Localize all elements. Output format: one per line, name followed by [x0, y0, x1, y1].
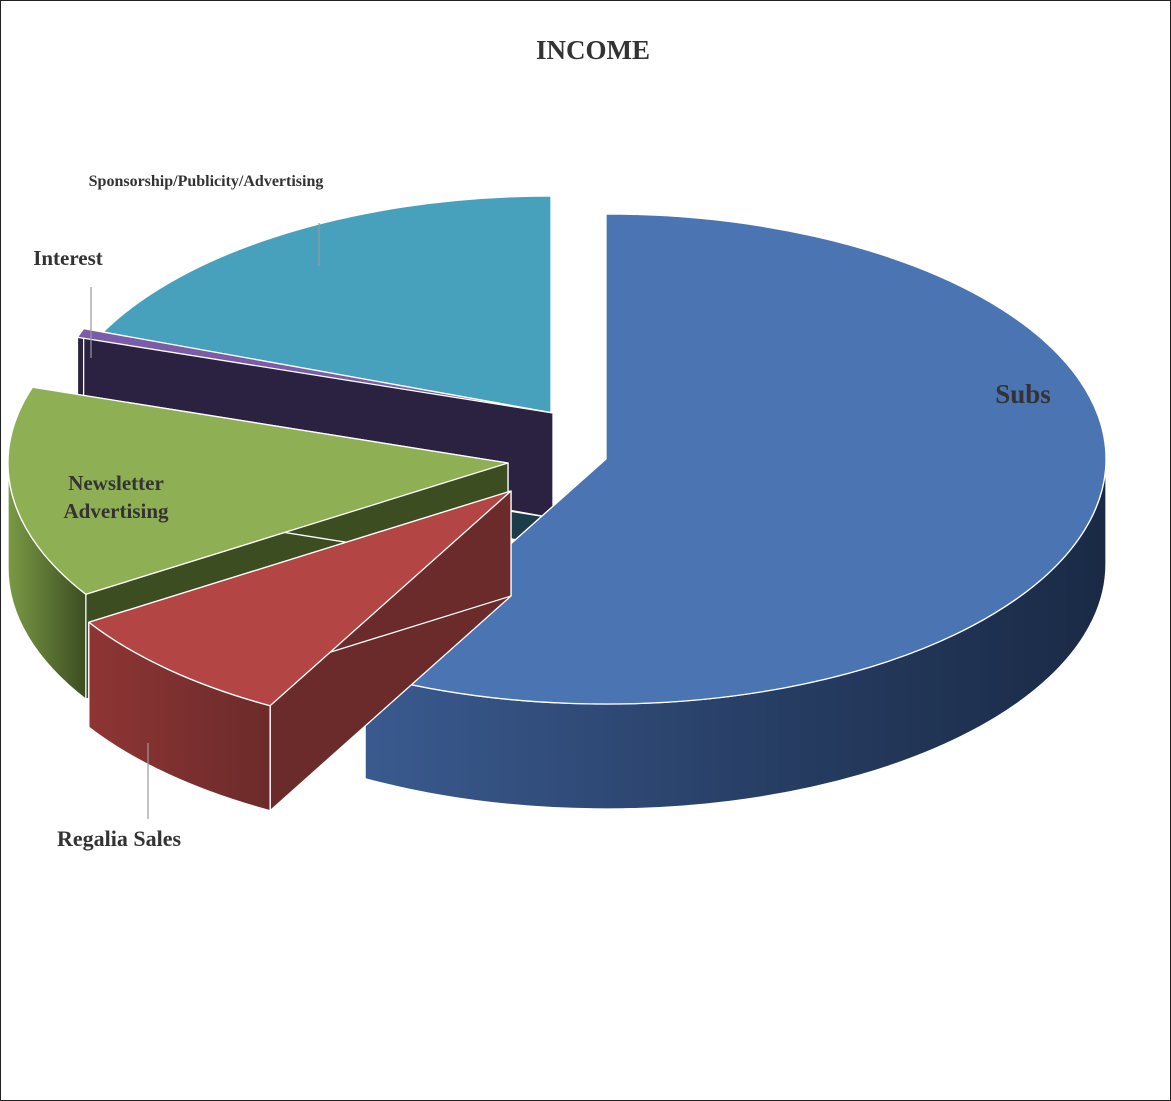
slice-top: [80, 195, 552, 442]
slice-label-subs: Subs: [995, 379, 1051, 409]
pie-slice-subs: [364, 213, 1107, 810]
slice-top: [88, 490, 512, 707]
pie-slice-regalia-sales: [88, 490, 512, 812]
slice-top: [7, 386, 509, 595]
slice-label-sponsorship-publicity-advertising: Sponsorship/Publicity/Advertising: [89, 173, 324, 190]
slice-top: [76, 327, 554, 414]
slice-top: [364, 213, 1107, 705]
slice-label-interest: Interest: [33, 246, 103, 270]
slice-label-newsletter-advertising: Newsletter Advertising: [64, 471, 170, 523]
slice-label-regalia-sales: Regalia Sales: [57, 826, 181, 851]
chart-title: INCOME: [536, 35, 650, 65]
